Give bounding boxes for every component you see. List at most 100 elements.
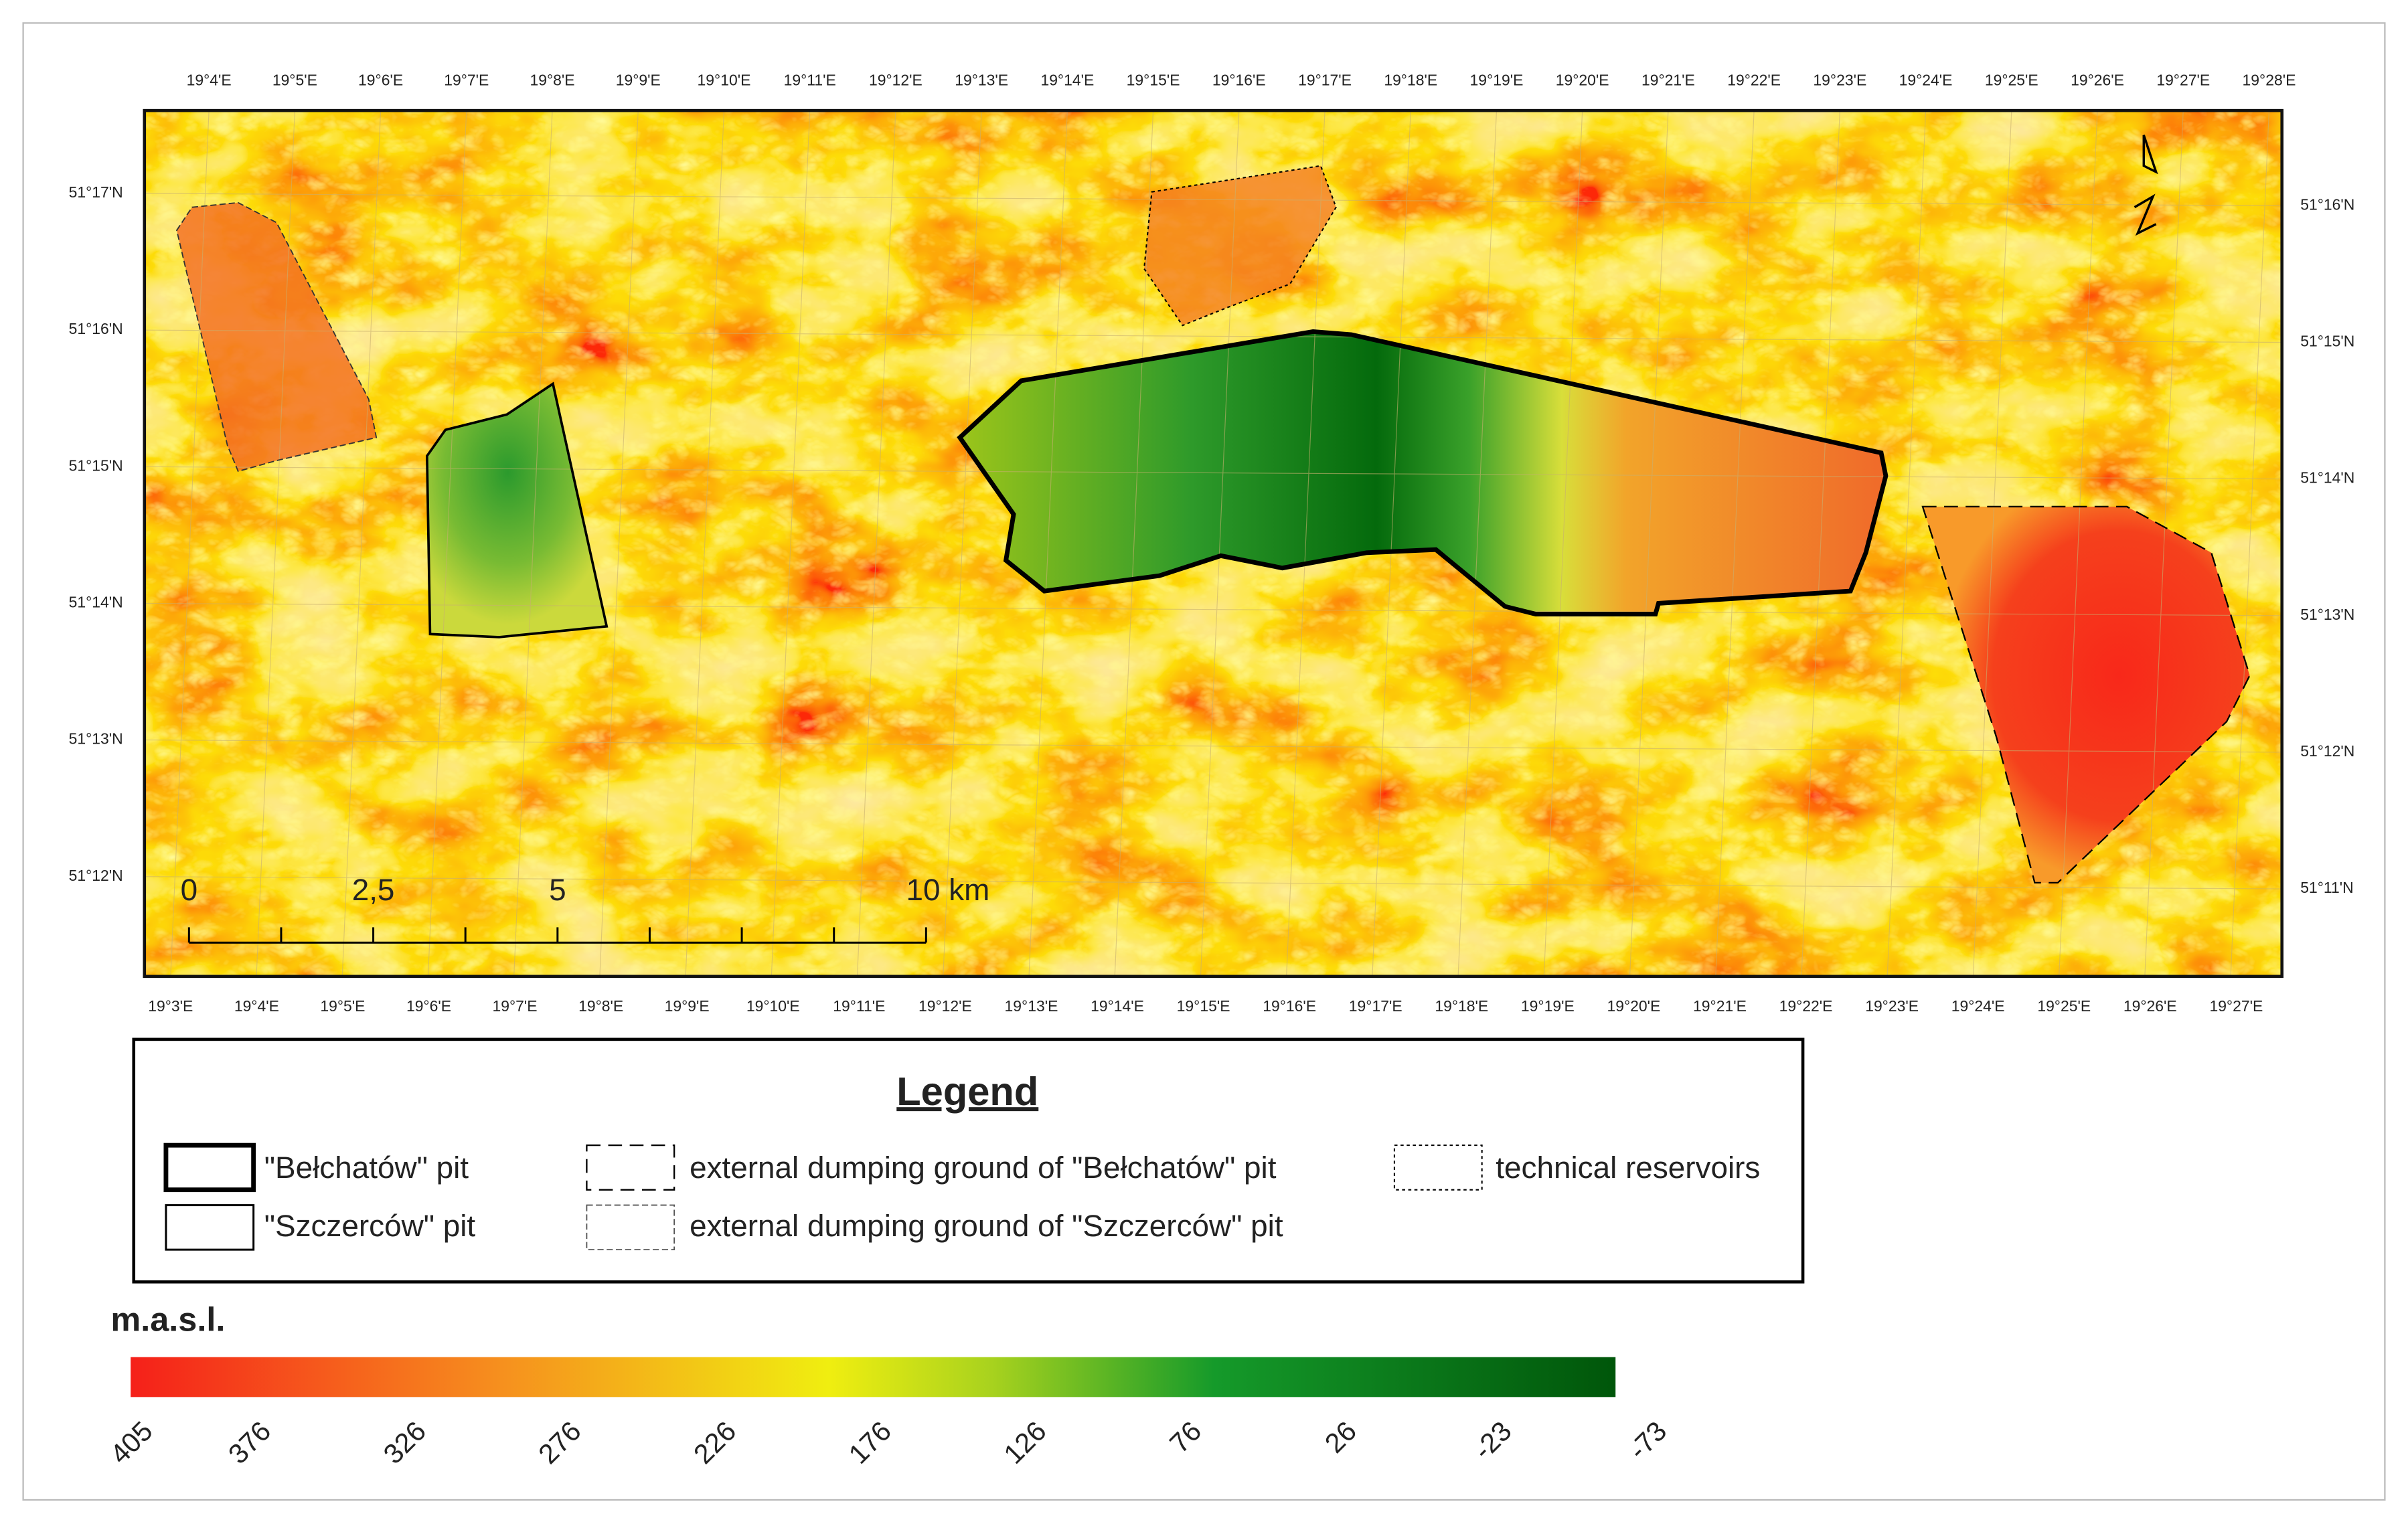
top-coord-label: 19°22'E <box>1727 72 1781 89</box>
parallel <box>144 193 2282 206</box>
legend-swatch <box>586 1204 675 1251</box>
szczercow-pit <box>426 382 609 639</box>
bottom-coord-label: 19°24'E <box>1951 997 2005 1015</box>
meridian <box>341 110 382 977</box>
bottom-coord-label: 19°14'E <box>1091 997 1144 1015</box>
bottom-coord-label: 19°19'E <box>1521 997 1575 1015</box>
bottom-coord-label: 19°25'E <box>2037 997 2091 1015</box>
right-coord-label: 51°16'N <box>2300 195 2354 213</box>
meridian <box>1457 110 1498 977</box>
meridian <box>1028 110 1068 977</box>
top-coord-label: 19°15'E <box>1127 72 1180 89</box>
top-coord-label: 19°28'E <box>2243 72 2296 89</box>
parallel <box>144 740 2282 753</box>
bottom-coord-label: 19°6'E <box>406 997 451 1015</box>
top-coord-label: 19°20'E <box>1556 72 1609 89</box>
legend-swatch <box>586 1144 675 1191</box>
bottom-coord-label: 19°13'E <box>1005 997 1058 1015</box>
meridian <box>1114 110 1154 977</box>
meridian <box>1372 110 1411 977</box>
left-coord-label: 51°12'N <box>69 867 123 884</box>
legend-label: technical reservoirs <box>1496 1150 1760 1185</box>
top-coord-label: 19°14'E <box>1040 72 1094 89</box>
top-coord-label: 19°13'E <box>955 72 1008 89</box>
szczercow-dump <box>175 201 378 473</box>
right-coord-label: 51°12'N <box>2300 742 2354 760</box>
left-coord-label: 51°13'N <box>69 730 123 748</box>
parallel <box>144 329 2282 343</box>
top-coord-label: 19°10'E <box>698 72 751 89</box>
bottom-coord-label: 19°22'E <box>1779 997 1833 1015</box>
north-arrow <box>2134 135 2158 236</box>
belchatow-dump <box>1921 505 2251 884</box>
top-coord-label: 19°9'E <box>616 72 661 89</box>
meridian <box>1629 110 1669 977</box>
scale-label: 5 <box>549 872 566 907</box>
top-coord-label: 19°18'E <box>1384 72 1437 89</box>
map-frame <box>143 108 2284 979</box>
left-coord-label: 51°17'N <box>69 183 123 201</box>
top-coord-label: 19°19'E <box>1470 72 1524 89</box>
right-coord-label: 51°14'N <box>2300 469 2354 487</box>
meridian <box>1715 110 1755 977</box>
left-coord-label: 51°16'N <box>69 320 123 337</box>
legend-label: external dumping ground of "Bełchatów" p… <box>690 1150 1277 1185</box>
meridian <box>1543 110 1583 977</box>
bottom-coord-label: 19°10'E <box>746 997 800 1015</box>
bottom-coord-label: 19°12'E <box>918 997 972 1015</box>
elevation-raster <box>144 110 2282 977</box>
meridian <box>170 110 210 977</box>
legend-title: Legend <box>896 1069 1038 1114</box>
parallel <box>144 876 2282 889</box>
meridian <box>1200 110 1240 977</box>
bottom-coord-label: 19°5'E <box>320 997 365 1015</box>
top-coord-label: 19°7'E <box>444 72 489 89</box>
belchatow-pit <box>957 329 1889 616</box>
top-coord-label: 19°21'E <box>1641 72 1695 89</box>
top-coord-label: 19°16'E <box>1212 72 1266 89</box>
legend-swatch <box>163 1142 256 1193</box>
colorbar-title: m.a.s.l. <box>110 1300 225 1338</box>
legend-label: "Szczerców" pit <box>264 1208 476 1243</box>
meridian <box>2144 110 2184 977</box>
bottom-coord-label: 19°15'E <box>1177 997 1230 1015</box>
technical-reservoir <box>1143 165 1337 327</box>
meridian <box>771 110 811 977</box>
bottom-coord-label: 19°17'E <box>1349 997 1402 1015</box>
scale-label: 10 km <box>906 872 990 907</box>
bottom-coord-label: 19°20'E <box>1607 997 1660 1015</box>
right-coord-label: 51°11'N <box>2300 879 2353 896</box>
meridian <box>2230 110 2270 977</box>
meridian <box>256 110 295 977</box>
meridian <box>2059 110 2098 977</box>
top-coord-label: 19°25'E <box>1985 72 2038 89</box>
meridian <box>685 110 725 977</box>
top-coord-label: 19°12'E <box>869 72 922 89</box>
bottom-coord-label: 19°4'E <box>234 997 279 1015</box>
top-coord-label: 19°26'E <box>2071 72 2124 89</box>
bottom-coord-label: 19°11'E <box>833 997 885 1015</box>
left-coord-label: 51°15'N <box>69 456 123 474</box>
meridian <box>1286 110 1326 977</box>
meridian <box>1801 110 1840 977</box>
parallel <box>144 602 2282 616</box>
right-coord-label: 51°15'N <box>2300 333 2354 350</box>
top-coord-label: 19°17'E <box>1298 72 1352 89</box>
scale-label: 0 <box>181 872 198 907</box>
bottom-coord-label: 19°26'E <box>2123 997 2177 1015</box>
bottom-coord-label: 19°21'E <box>1693 997 1747 1015</box>
bottom-coord-label: 19°8'E <box>578 997 623 1015</box>
legend-label: external dumping ground of "Szczerców" p… <box>690 1208 1283 1243</box>
parallel <box>144 466 2282 480</box>
bottom-coord-label: 19°27'E <box>2209 997 2263 1015</box>
top-coord-label: 19°4'E <box>187 72 232 89</box>
colorbar <box>131 1357 1616 1397</box>
right-coord-label: 51°13'N <box>2300 606 2354 623</box>
top-coord-label: 19°11'E <box>784 72 836 89</box>
top-coord-label: 19°27'E <box>2156 72 2210 89</box>
bottom-coord-label: 19°18'E <box>1435 997 1488 1015</box>
meridian <box>599 110 639 977</box>
legend-swatch <box>1393 1144 1483 1191</box>
